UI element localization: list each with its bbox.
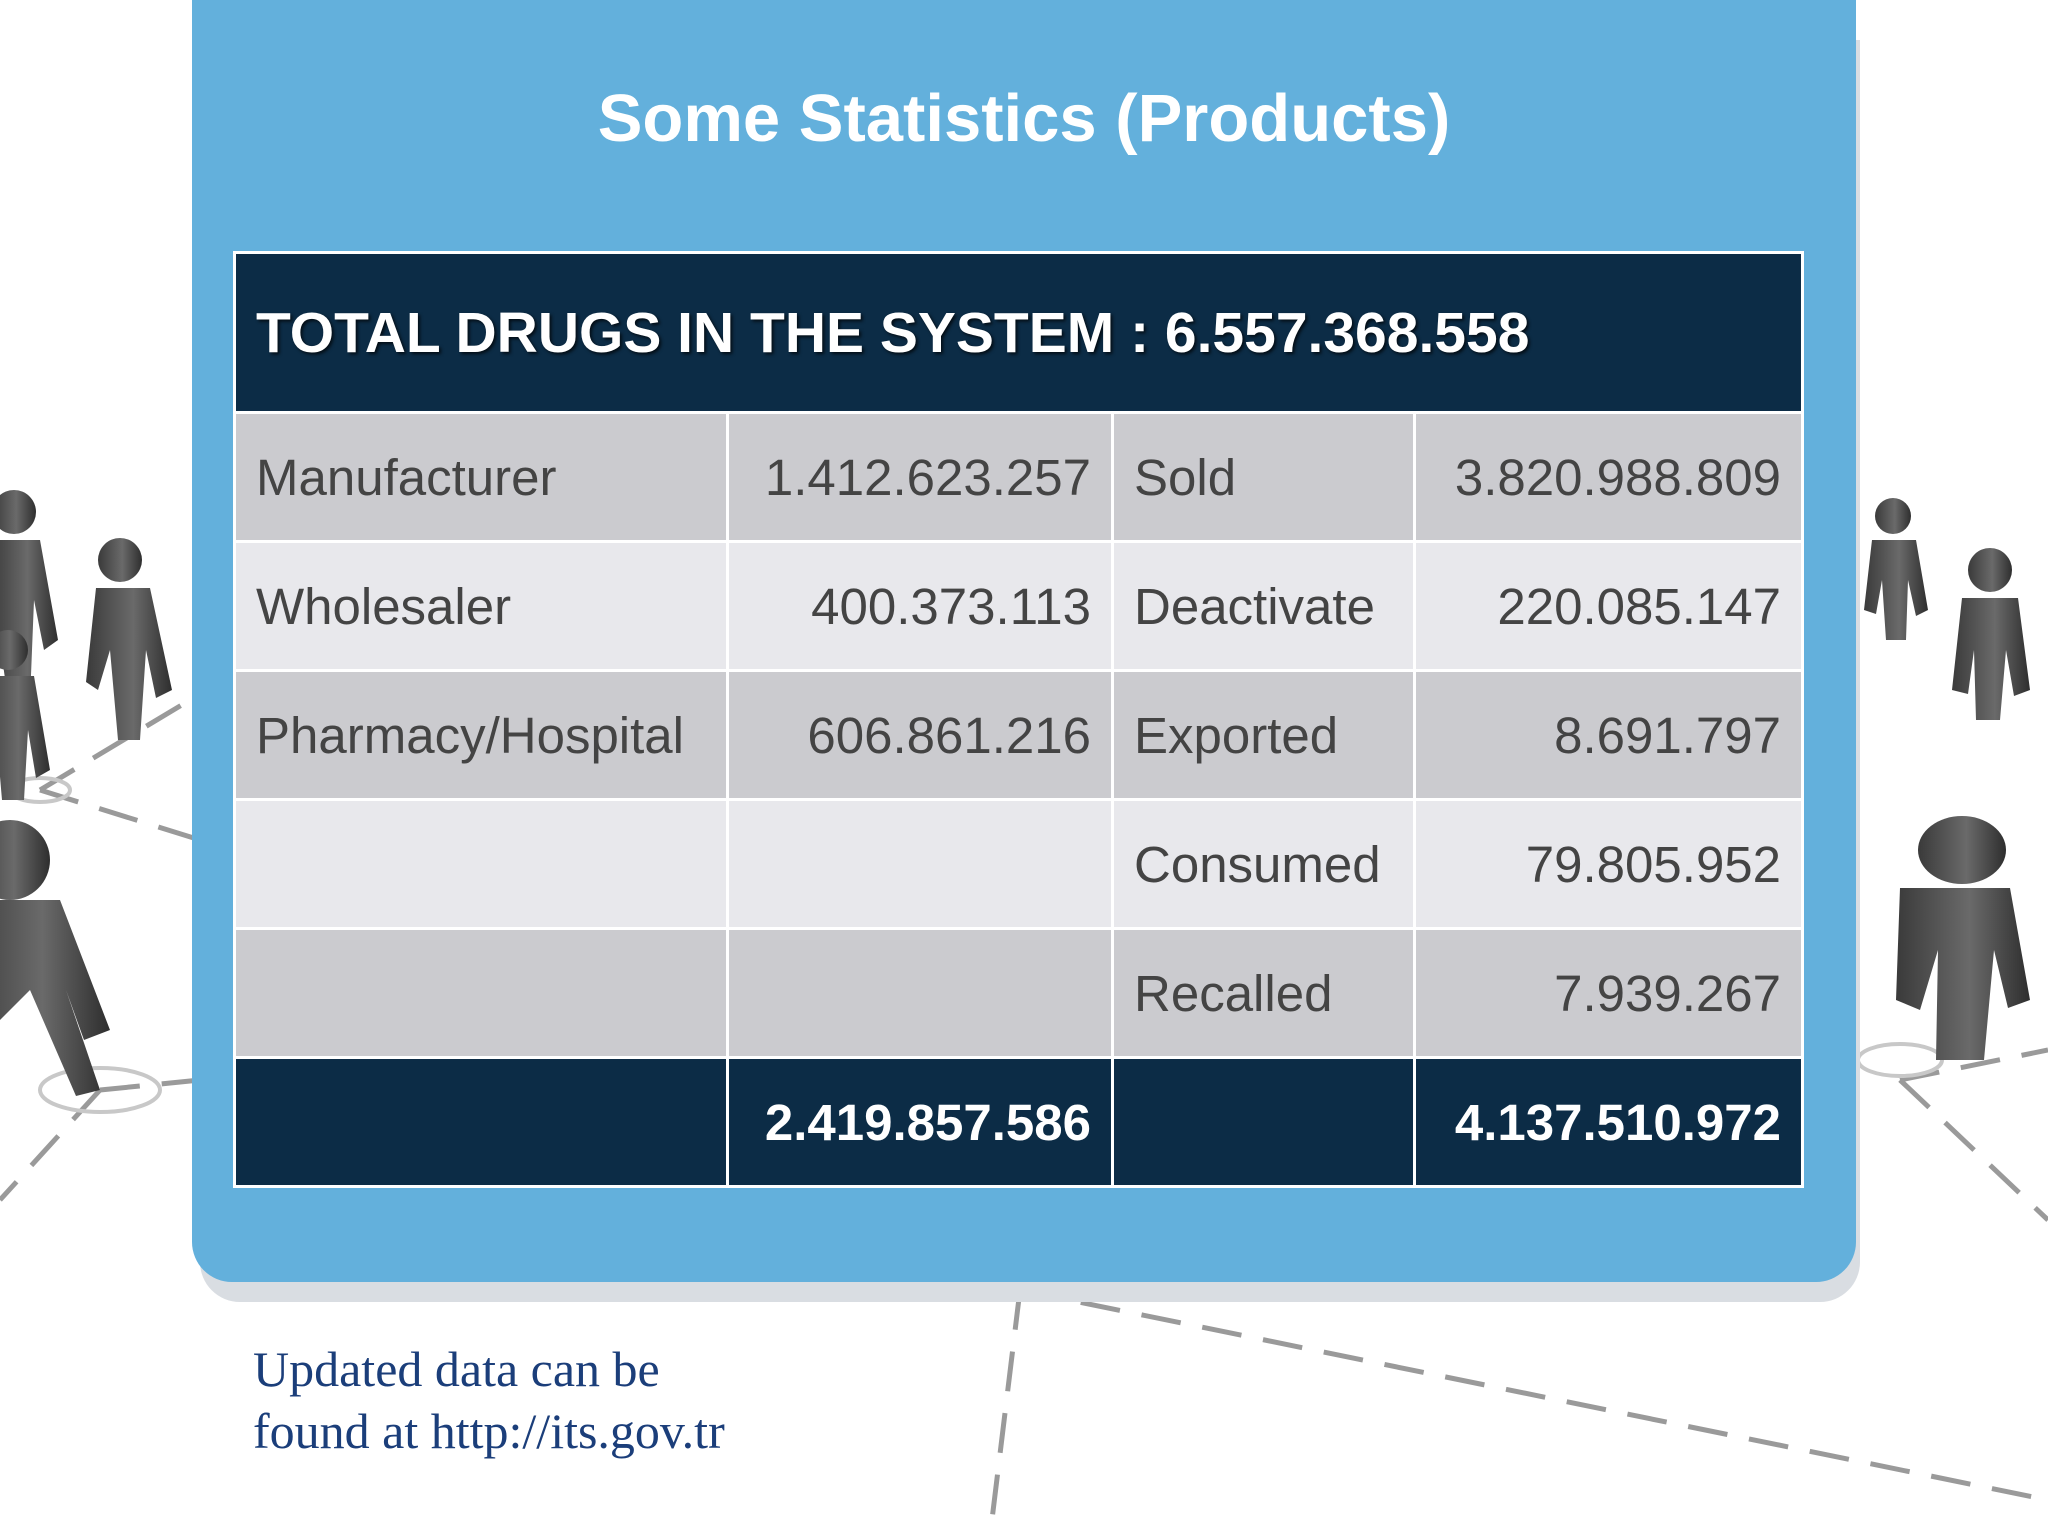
table-row: Recalled 7.939.267 [233, 927, 1805, 1059]
row-value-left [726, 798, 1114, 930]
footnote: Updated data can be found at http://its.… [253, 1338, 1053, 1462]
totals-empty-cell [233, 1056, 729, 1188]
table-header-row: TOTAL DRUGS IN THE SYSTEM : 6.557.368.55… [232, 251, 1805, 414]
table-row: Pharmacy/Hospital 606.861.216 Exported 8… [233, 669, 1805, 801]
right-total: 4.137.510.972 [1412, 1056, 1805, 1188]
statistics-table: TOTAL DRUGS IN THE SYSTEM : 6.557.368.55… [232, 251, 1805, 1188]
row-label-left: Pharmacy/Hospital [233, 669, 729, 801]
footnote-line-1: Updated data can be [253, 1341, 660, 1397]
footnote-line-2: found at http://its.gov.tr [253, 1403, 725, 1459]
row-label-right: Exported [1111, 669, 1416, 801]
totals-empty-cell [1111, 1056, 1416, 1188]
total-drugs-header: TOTAL DRUGS IN THE SYSTEM : 6.557.368.55… [232, 251, 1805, 414]
table-row: Consumed 79.805.952 [233, 798, 1805, 930]
row-value-right: 3.820.988.809 [1412, 411, 1805, 543]
row-label-right: Recalled [1111, 927, 1416, 1059]
table-row: Manufacturer 1.412.623.257 Sold 3.820.98… [233, 411, 1805, 543]
table-totals-row: 2.419.857.586 4.137.510.972 [233, 1056, 1805, 1188]
person-figure-right-top [1864, 498, 1928, 640]
left-total: 2.419.857.586 [726, 1056, 1114, 1188]
row-value-right: 8.691.797 [1412, 669, 1805, 801]
person-figure-left-top2 [86, 538, 172, 740]
person-figure-right-bottom [1896, 816, 2030, 1060]
row-label-left [233, 798, 729, 930]
row-label-left: Wholesaler [233, 540, 729, 672]
row-label-right: Consumed [1111, 798, 1416, 930]
slide-title: Some Statistics (Products) [597, 81, 1451, 156]
row-label-left: Manufacturer [233, 411, 729, 543]
row-value-left: 1.412.623.257 [726, 411, 1114, 543]
row-value-right: 79.805.952 [1412, 798, 1805, 930]
row-label-right: Deactivate [1111, 540, 1416, 672]
row-label-right: Sold [1111, 411, 1416, 543]
person-figure-left-mid [0, 630, 50, 800]
person-figure-right-top2 [1952, 548, 2030, 720]
row-value-left [726, 927, 1114, 1059]
row-value-left: 400.373.113 [726, 540, 1114, 672]
person-figure-left-bottom [0, 820, 110, 1096]
table-row: Wholesaler 400.373.113 Deactivate 220.08… [233, 540, 1805, 672]
row-value-left: 606.861.216 [726, 669, 1114, 801]
row-value-right: 7.939.267 [1412, 927, 1805, 1059]
row-value-right: 220.085.147 [1412, 540, 1805, 672]
row-label-left [233, 927, 729, 1059]
person-figures [0, 490, 2030, 1096]
